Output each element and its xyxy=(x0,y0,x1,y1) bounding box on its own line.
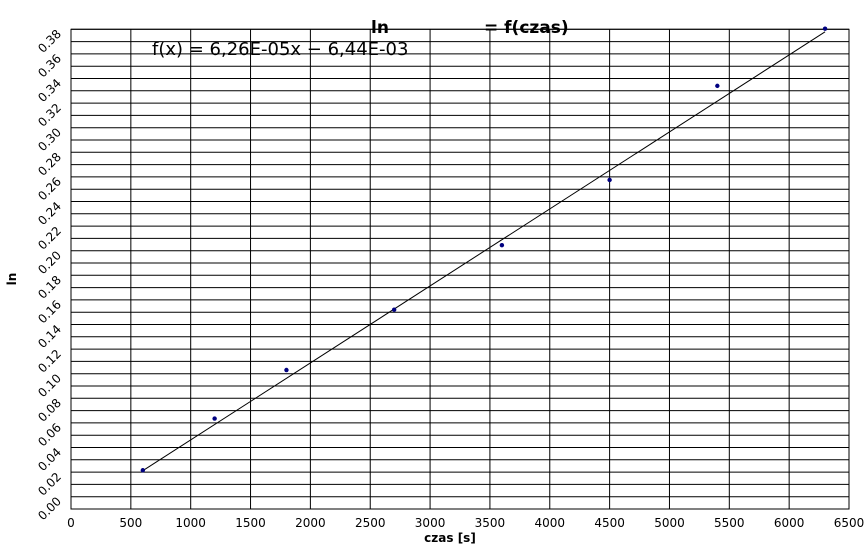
x-tick-label: 3500 xyxy=(475,516,506,530)
y-tick-label: 0.28 xyxy=(35,150,64,179)
y-tick-label: 0.12 xyxy=(35,347,64,376)
x-tick-label: 3000 xyxy=(415,516,446,530)
y-tick-label: 0.04 xyxy=(35,445,64,474)
data-point xyxy=(140,468,146,473)
data-point xyxy=(284,367,289,373)
y-tick-label: 0.16 xyxy=(35,297,64,326)
x-tick-label: 1500 xyxy=(235,516,266,530)
chart-title-right: = f(czas) xyxy=(484,18,569,38)
x-tick-label: 6500 xyxy=(834,516,865,530)
grid xyxy=(70,28,850,510)
x-tick-label: 5000 xyxy=(654,516,685,530)
x-tick-label: 6000 xyxy=(774,516,805,530)
x-tick-label: 2000 xyxy=(295,516,326,530)
y-tick-label: 0.38 xyxy=(35,27,64,56)
y-tick-label: 0.00 xyxy=(35,494,64,523)
y-tick-label: 0.10 xyxy=(35,371,64,400)
y-tick-label: 0.02 xyxy=(35,470,64,499)
data-points xyxy=(140,26,828,473)
trendline xyxy=(142,31,826,472)
y-tick-label: 0.26 xyxy=(35,174,64,203)
y-tick-label: 0.20 xyxy=(35,248,64,277)
data-point xyxy=(607,177,612,183)
y-tick-label: 0.24 xyxy=(35,199,64,228)
x-tick-label: 4500 xyxy=(594,516,625,530)
y-tick-label: 0.06 xyxy=(35,420,64,449)
chart-title-left: ln xyxy=(371,18,389,38)
y-tick-label: 0.18 xyxy=(35,273,64,302)
y-tick-label: 0.32 xyxy=(35,101,64,130)
y-tick-label: 0.36 xyxy=(35,51,64,80)
data-point xyxy=(212,416,217,421)
x-tick-label: 1000 xyxy=(175,516,206,530)
x-tick-label: 500 xyxy=(119,516,142,530)
x-axis-label: czas [s] xyxy=(424,531,476,545)
x-tick-label: 4000 xyxy=(534,516,565,530)
y-tick-label: 0.34 xyxy=(35,76,64,105)
y-tick-label: 0.22 xyxy=(35,224,64,253)
data-point xyxy=(715,83,720,89)
trendline-equation: f(x) = 6,26E-05x − 6,44E-03 xyxy=(152,39,408,60)
x-tick-label: 0 xyxy=(67,516,75,530)
y-tick-label: 0.30 xyxy=(35,125,64,154)
data-point xyxy=(391,307,397,312)
y-tick-label: 0.14 xyxy=(35,322,64,351)
x-tick-label: 5500 xyxy=(714,516,745,530)
x-tick-label: 2500 xyxy=(355,516,386,530)
data-point xyxy=(822,26,828,31)
y-tick-label: 0.08 xyxy=(35,396,64,425)
plot-frame xyxy=(70,28,850,510)
y-tick-labels: 0.000.020.040.060.080.100.120.140.160.18… xyxy=(35,27,64,523)
x-tick-labels: 0 500 1000 1500 2000 2500 3000 3500 4000 4500 5000… xyxy=(67,516,864,530)
data-point xyxy=(499,242,505,248)
trendline-group xyxy=(142,31,826,472)
y-axis-label: ln xyxy=(5,273,19,286)
